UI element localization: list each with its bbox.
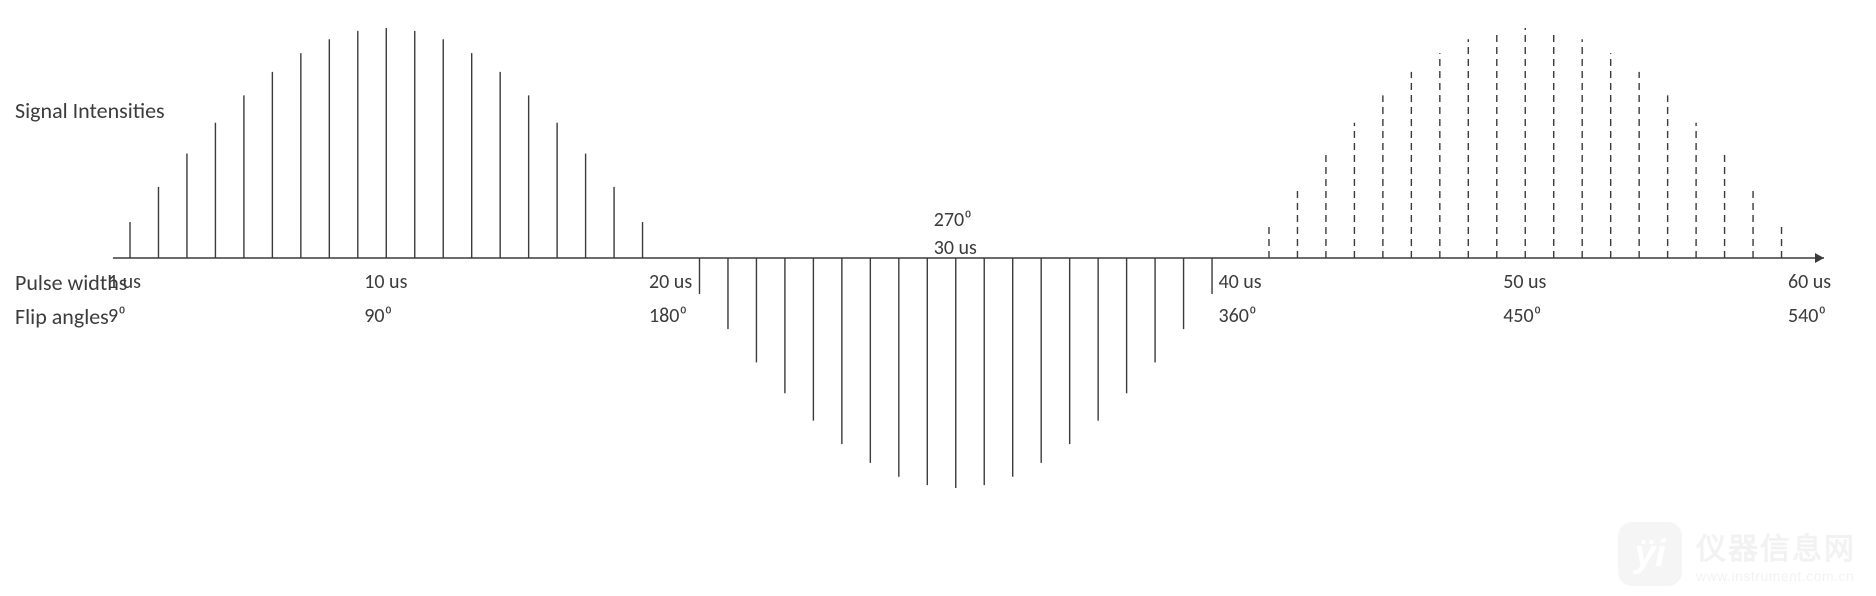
mid-label-time: 30 us	[934, 238, 977, 258]
tick-pulse-width: 10 us	[364, 272, 407, 292]
tick-pulse-width: 40 us	[1219, 272, 1262, 292]
signal-intensity-chart	[0, 0, 1876, 596]
tick-flip-angle: 90⁰	[364, 306, 392, 326]
tick-pulse-width: 60 us	[1788, 272, 1831, 292]
tick-flip-angle: 450⁰	[1503, 306, 1541, 326]
mid-label-angle: 270⁰	[934, 210, 972, 230]
tick-flip-angle: 180⁰	[649, 306, 687, 326]
tick-flip-angle: 540⁰	[1788, 306, 1826, 326]
tick-pulse-width: 20 us	[649, 272, 692, 292]
tick-flip-angle: 360⁰	[1219, 306, 1257, 326]
tick-pulse-width: 1 us	[108, 272, 141, 292]
tick-flip-angle: 9⁰	[108, 306, 126, 326]
y-axis-title: Signal Intensities	[15, 100, 165, 122]
tick-pulse-width: 50 us	[1503, 272, 1546, 292]
row-title-flip-angles: Flip angles	[15, 306, 109, 328]
